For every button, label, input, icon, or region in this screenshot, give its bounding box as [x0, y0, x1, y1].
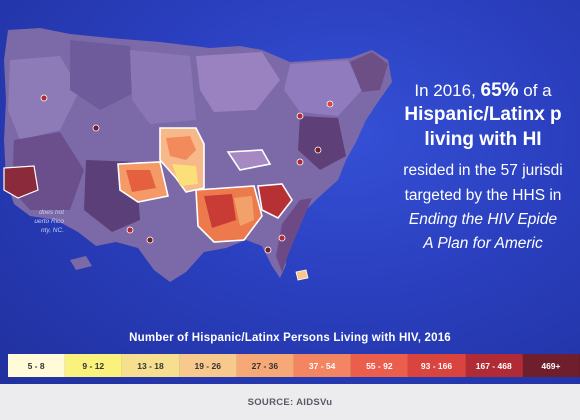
- alabama-hotspot: [234, 196, 254, 226]
- mid-atlantic-region: [298, 116, 346, 170]
- midwest-region: [196, 52, 280, 112]
- jurisdiction-marker: [264, 246, 272, 254]
- headline-line-6: Ending the HIV Epide: [408, 211, 558, 228]
- mountain-region: [70, 40, 140, 110]
- southwest-jurisdiction-outline: [3, 165, 39, 199]
- mississippi-hotspot: [204, 194, 236, 228]
- oklahoma-hotspot: [126, 170, 156, 192]
- headline-line-4: resided in the 57 jurisdi: [403, 162, 563, 179]
- hawaii-shape: [70, 256, 92, 270]
- headline-line-5: targeted by the HHS in: [404, 187, 562, 204]
- legend-swatch: 469+: [522, 354, 580, 377]
- missouri-hotspot: [166, 136, 196, 160]
- jurisdiction-marker: [126, 226, 134, 234]
- jurisdiction-marker: [92, 124, 100, 132]
- headline-percentage: 65%: [480, 80, 519, 101]
- jurisdiction-marker: [278, 234, 286, 242]
- source-label: SOURCE: AIDSVu: [247, 396, 333, 408]
- legend-swatch: 55 - 92: [351, 354, 409, 377]
- jurisdiction-marker: [326, 100, 334, 108]
- jurisdiction-marker: [296, 158, 304, 166]
- legend-swatch: 167 - 468: [465, 354, 523, 377]
- legend-swatch: 37 - 54: [294, 354, 352, 377]
- infographic-stage: does not uerto Rico nty, NC. In 2016, 65…: [0, 0, 580, 384]
- jurisdiction-marker: [296, 112, 304, 120]
- south-carolina-highlight: [257, 183, 293, 220]
- new-england-region: [350, 52, 388, 92]
- headline-line-3: living with HI: [424, 129, 542, 150]
- headline-line-2: Hispanic/Latinx p: [404, 104, 562, 125]
- plains-region: [130, 50, 196, 124]
- northeast-region: [284, 60, 362, 116]
- jurisdiction-marker: [146, 236, 154, 244]
- legend-swatch: 5 - 8: [8, 354, 66, 377]
- puerto-rico-shape: [295, 269, 309, 281]
- headline-line-1: In 2016, 65% of a: [414, 80, 552, 101]
- source-bar: SOURCE: AIDSVu: [0, 384, 580, 420]
- arkansas-hotspot: [172, 164, 198, 186]
- florida-region: [276, 198, 312, 272]
- jurisdiction-marker: [314, 146, 322, 154]
- footnote-line: nty, NC.: [41, 227, 64, 234]
- legend-swatch: 9 - 12: [65, 354, 123, 377]
- footnote-line: does not: [39, 209, 64, 216]
- headline-line-7: A Plan for Americ: [423, 235, 543, 252]
- legend-title: Number of Hispanic/Latinx Persons Living…: [129, 332, 451, 344]
- jurisdiction-marker: [40, 94, 48, 102]
- us-hiv-map: [3, 28, 392, 282]
- map-footnote: does not uerto Rico nty, NC.: [0, 208, 64, 235]
- legend-swatch: 19 - 26: [179, 354, 237, 377]
- headline-text: In 2016, 65% of a Hispanic/Latinx p livi…: [388, 80, 578, 256]
- legend-swatch: 27 - 36: [236, 354, 295, 377]
- kentucky-highlight: [226, 149, 272, 171]
- legend-swatch: 93 - 166: [408, 354, 466, 377]
- legend-swatch: 13 - 18: [122, 354, 180, 377]
- footnote-line: uerto Rico: [34, 218, 64, 225]
